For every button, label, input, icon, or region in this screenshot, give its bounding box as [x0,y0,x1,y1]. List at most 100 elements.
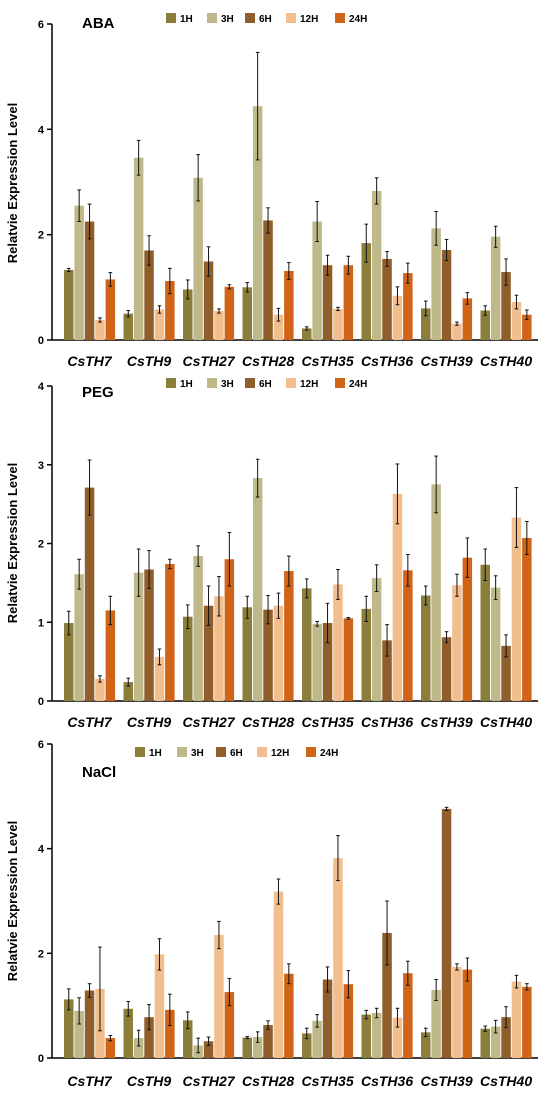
bar-csth9-3h [133,572,144,701]
bar-csth40-3h [490,1026,501,1058]
bar-csth27-24h [224,559,235,701]
bar-csth36-6h [382,258,392,340]
bar-csth35-1h [302,328,312,340]
chart-panel-aba: 0 2 4 6 Relatvie Expression Level ABA CsTH7 CsT… [5,13,538,369]
bar-csth27-24h [224,992,235,1058]
bar-csth28-24h [284,271,294,340]
bar-csth9-1h [123,682,133,701]
bar-csth27-6h [203,1041,214,1058]
bar-csth28-12h [273,891,284,1058]
category-label: CsTH40 [480,1073,532,1089]
chart-panel-peg: 0 1 2 3 4 Relatvie Expression Level PEG CsTH7 Cs… [5,378,538,730]
bar-csth39-1h [421,308,431,340]
bar-csth28-6h [263,1025,273,1058]
bar-csth40-1h [480,564,490,701]
bar-csth40-6h [501,272,511,340]
bar-csth27-1h [183,289,193,340]
legend-label: 6H [259,14,272,25]
bar-csth28-3h [252,478,263,701]
bar-csth27-12h [214,311,224,340]
bar-csth40-24h [522,314,532,340]
bar-csth9-1h [123,1008,133,1058]
bar-csth9-6h [144,1017,154,1058]
y-axis-label: Relatvie Expression Level [5,463,20,623]
bar-csth39-3h [431,484,441,701]
bar-csth36-1h [361,243,371,340]
bar-csth28-24h [284,973,294,1058]
bar-csth28-1h [242,1037,252,1058]
y-tick-label: 0 [38,335,44,347]
category-label: CsTH27 [182,714,235,730]
category-label: CsTH27 [182,353,235,369]
y-tick-label: 4 [38,844,45,856]
bar-csth9-3h [133,157,144,340]
bar-csth28-3h [252,1037,263,1058]
bar-csth36-3h [371,1012,382,1058]
bar-csth28-6h [263,609,273,701]
bar-csth9-12h [154,954,165,1058]
legend-swatch [335,13,345,23]
y-tick-label: 2 [38,230,44,242]
legend-label: 12H [300,14,318,25]
category-label: CsTH7 [67,714,113,730]
bar-csth35-12h [333,858,343,1058]
bar-csth7-24h [105,279,116,340]
legend-label: 3H [191,748,204,759]
bar-csth28-6h [263,220,273,340]
bar-csth28-12h [273,605,284,701]
y-tick-label: 2 [38,948,44,960]
bar-csth39-12h [452,323,462,340]
legend-swatch [166,378,176,388]
category-label: CsTH39 [420,1073,472,1089]
bar-csth35-12h [333,584,343,701]
legend-swatch [207,378,217,388]
category-label: CsTH39 [420,714,472,730]
bar-csth9-12h [154,309,165,340]
bar-csth9-6h [144,569,154,701]
y-tick-label: 0 [38,1053,44,1065]
y-tick-label: 6 [38,739,44,751]
bar-csth27-24h [224,286,235,340]
bar-csth27-1h [183,616,193,701]
bar-csth39-3h [431,989,441,1058]
legend-label: 6H [230,748,243,759]
bar-csth7-6h [84,990,95,1058]
category-label: CsTH36 [361,353,413,369]
bar-csth35-1h [302,588,312,701]
legend-swatch [166,13,176,23]
bar-csth9-24h [165,281,175,340]
bar-csth28-24h [284,571,294,701]
category-label: CsTH27 [182,1073,235,1089]
bar-csth40-24h [522,537,532,701]
y-tick-label: 2 [38,539,44,551]
bar-csth36-6h [382,640,392,701]
category-label: CsTH40 [480,353,532,369]
bar-csth35-24h [343,618,354,701]
category-label: CsTH9 [127,714,172,730]
legend-swatch [245,13,255,23]
bar-csth28-3h [252,106,263,340]
bar-csth7-3h [74,205,84,340]
bar-csth36-1h [361,608,371,701]
legend-swatch [335,378,345,388]
legend-label: 3H [221,379,234,390]
bar-csth9-12h [154,656,165,701]
category-label: CsTH39 [420,353,472,369]
bar-csth39-6h [441,637,452,701]
bar-csth7-3h [74,1010,84,1058]
category-label: CsTH7 [67,353,113,369]
legend-swatch [207,13,217,23]
bar-csth7-6h [84,487,95,701]
bar-csth39-12h [452,966,462,1058]
y-tick-label: 4 [38,124,45,136]
bar-csth9-24h [165,1009,175,1058]
legend-swatch [286,13,296,23]
bar-csth36-24h [403,273,413,340]
y-tick-label: 1 [38,617,44,629]
category-label: CsTH36 [361,714,413,730]
bar-csth36-12h [392,295,403,340]
y-tick-label: 0 [38,696,44,708]
bar-csth40-3h [490,236,501,340]
category-label: CsTH9 [127,353,172,369]
legend-swatch [306,747,316,757]
